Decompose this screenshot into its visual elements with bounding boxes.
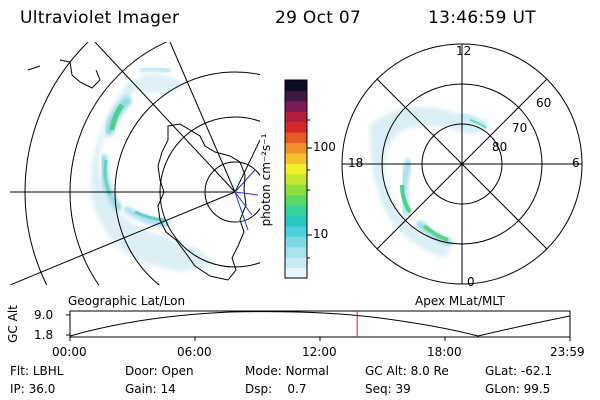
status-glat: GLat: -62.1 (485, 364, 552, 378)
colorbar-segment (285, 80, 307, 91)
colorbar-segment (285, 152, 307, 164)
colorbar-segment (285, 215, 307, 227)
colorbar-tick-10: 10 (313, 227, 329, 241)
altitude-plot (66, 310, 571, 341)
status-mode-value: Normal (285, 364, 329, 378)
status-glat-value: -62.1 (520, 364, 552, 378)
mlt-label-18: 18 (348, 156, 364, 170)
colorbar-segment (285, 184, 307, 196)
status-gain: Gain: 14 (125, 382, 176, 396)
status-flt-value: LBHL (32, 364, 64, 378)
status-dsp-value: 0.7 (287, 382, 307, 396)
colorbar-segment (285, 205, 307, 216)
geographic-map (10, 42, 260, 285)
status-glon: GLon: 99.5 (485, 382, 551, 396)
color-scale-frame (284, 79, 308, 279)
instrument-title: Ultraviolet Imager (20, 8, 180, 28)
colorbar-segment (285, 236, 307, 248)
colorbar-segment (285, 90, 307, 102)
colorbar-segment (285, 111, 307, 123)
status-mode: Mode: Normal (245, 364, 329, 378)
xtick-1200: 12:00 (302, 345, 337, 359)
altitude-curve (69, 311, 571, 337)
status-gain-value: 14 (160, 382, 176, 396)
status-door: Door: Open (125, 364, 194, 378)
colorbar-segment (285, 267, 307, 279)
status-ip-value: 36.0 (28, 382, 56, 396)
altitude-plot-frame (69, 310, 571, 338)
colorbar-segment (285, 163, 307, 175)
status-seq: Seq: 39 (365, 382, 411, 396)
colorbar-unit-label: photon cm⁻²s⁻¹ (259, 133, 273, 227)
colorbar-segment (285, 194, 307, 206)
colorbar-segment (285, 142, 307, 154)
altitude-ytick-1.8: 1.8 (34, 328, 54, 342)
color-scale-bar (285, 80, 307, 279)
altitude-ytick-9: 9.0 (34, 308, 54, 322)
colorbar-segment (285, 100, 307, 112)
colorbar-tick-100: 100 (313, 140, 336, 154)
altitude-ylabel: GC Alt (6, 305, 20, 343)
time-label: 13:46:59 UT (428, 8, 536, 28)
date-label: 29 Oct 07 (275, 8, 362, 28)
mlt-label-6: 6 (572, 156, 580, 170)
mlt-label-12: 12 (456, 44, 472, 58)
status-gc-alt-value: 8.0 Re (410, 364, 449, 378)
status-seq-value: 39 (395, 382, 411, 396)
status-glon-value: 99.5 (523, 382, 551, 396)
colorbar-segment (285, 257, 307, 269)
xtick-0600: 06:00 (177, 345, 212, 359)
status-gc-alt: GC Alt: 8.0 Re (365, 364, 449, 378)
lat-label-60: 60 (536, 96, 552, 110)
apex-polar-map (341, 43, 583, 285)
colorbar-segment (285, 132, 307, 144)
status-dsp: Dsp: 0.7 (245, 382, 307, 396)
lat-label-70: 70 (512, 121, 528, 135)
colorbar-segment (285, 225, 307, 237)
xtick-1800: 18:00 (427, 345, 462, 359)
status-flt: Flt: LBHL (10, 364, 64, 378)
status-door-value: Open (161, 364, 194, 378)
lat-label-80: 80 (492, 140, 508, 154)
left-map-label: Geographic Lat/Lon (68, 294, 186, 308)
status-ip: IP: 36.0 (10, 382, 56, 396)
colorbar-segment (285, 121, 307, 133)
colorbar-segment (285, 246, 307, 258)
mlt-label-0: 0 (467, 275, 475, 289)
right-map-label: Apex MLat/MLT (415, 294, 505, 308)
xtick-2359: 23:59 (550, 345, 585, 359)
xtick-0000: 00:00 (52, 345, 87, 359)
colorbar-segment (285, 173, 307, 185)
